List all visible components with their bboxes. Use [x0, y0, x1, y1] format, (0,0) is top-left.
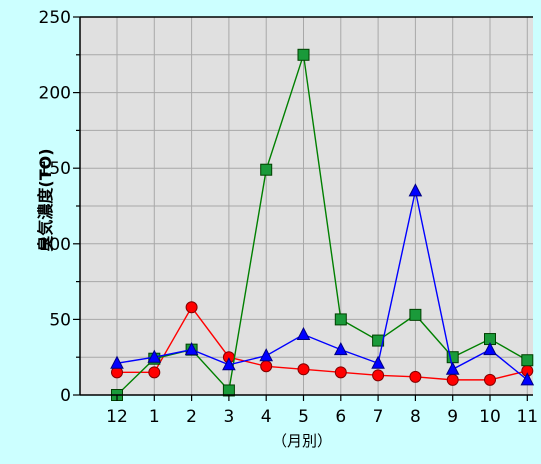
y-tick-label: 250 — [39, 8, 71, 28]
y-tick-label: 100 — [39, 235, 71, 255]
x-tick-label: 9 — [447, 407, 458, 427]
x-tick-label: 7 — [373, 407, 384, 427]
data-point-triangle — [520, 372, 535, 386]
data-point-circle — [260, 360, 273, 373]
data-point-triangle — [483, 342, 497, 356]
y-axis-title: 臭気濃度(TO) — [36, 148, 55, 251]
data-point-triangle — [333, 342, 348, 356]
axes — [73, 16, 533, 401]
data-point-square — [409, 308, 422, 321]
x-axis-title: （月別） — [272, 432, 332, 450]
data-point-triangle — [147, 349, 162, 363]
x-tick-label: 11 — [516, 407, 538, 427]
data-point-square — [260, 163, 273, 176]
x-tick-label: 10 — [479, 407, 501, 427]
x-tick-label: 3 — [223, 407, 234, 427]
data-point-square — [334, 313, 347, 326]
data-point-triangle — [371, 355, 385, 369]
data-point-circle — [148, 366, 161, 379]
grid-lines — [80, 17, 533, 395]
data-point-circle — [446, 373, 459, 386]
data-point-circle — [409, 370, 422, 383]
data-point-square — [297, 48, 310, 61]
x-tick-label: 12 — [106, 407, 128, 427]
x-tick-label: 6 — [335, 407, 346, 427]
data-point-circle — [185, 301, 198, 314]
series-line-triangle — [116, 190, 528, 381]
series-circle — [111, 301, 534, 386]
y-tick-label: 50 — [49, 310, 71, 330]
data-point-square — [521, 354, 534, 367]
data-point-triangle — [445, 361, 460, 375]
series-layer — [110, 48, 535, 401]
data-point-triangle — [222, 357, 236, 371]
data-point-circle — [334, 366, 347, 379]
data-point-triangle — [110, 355, 124, 369]
data-point-circle — [297, 363, 310, 376]
data-point-triangle — [408, 183, 423, 197]
data-point-triangle — [259, 348, 274, 362]
data-point-circle — [372, 369, 385, 382]
y-tick-label: 150 — [39, 159, 71, 179]
x-tick-label: 4 — [261, 407, 272, 427]
x-tick-label: 2 — [186, 407, 197, 427]
data-point-triangle — [184, 342, 199, 356]
series-triangle — [110, 183, 535, 386]
x-tick-label: 1 — [149, 407, 160, 427]
x-tick-label: 5 — [298, 407, 309, 427]
y-tick-label: 200 — [39, 84, 71, 104]
y-tick-label: 0 — [60, 386, 71, 406]
data-point-circle — [484, 373, 496, 386]
data-point-triangle — [296, 326, 311, 341]
series-line-circle — [117, 306, 528, 381]
x-tick-label: 8 — [410, 407, 421, 427]
